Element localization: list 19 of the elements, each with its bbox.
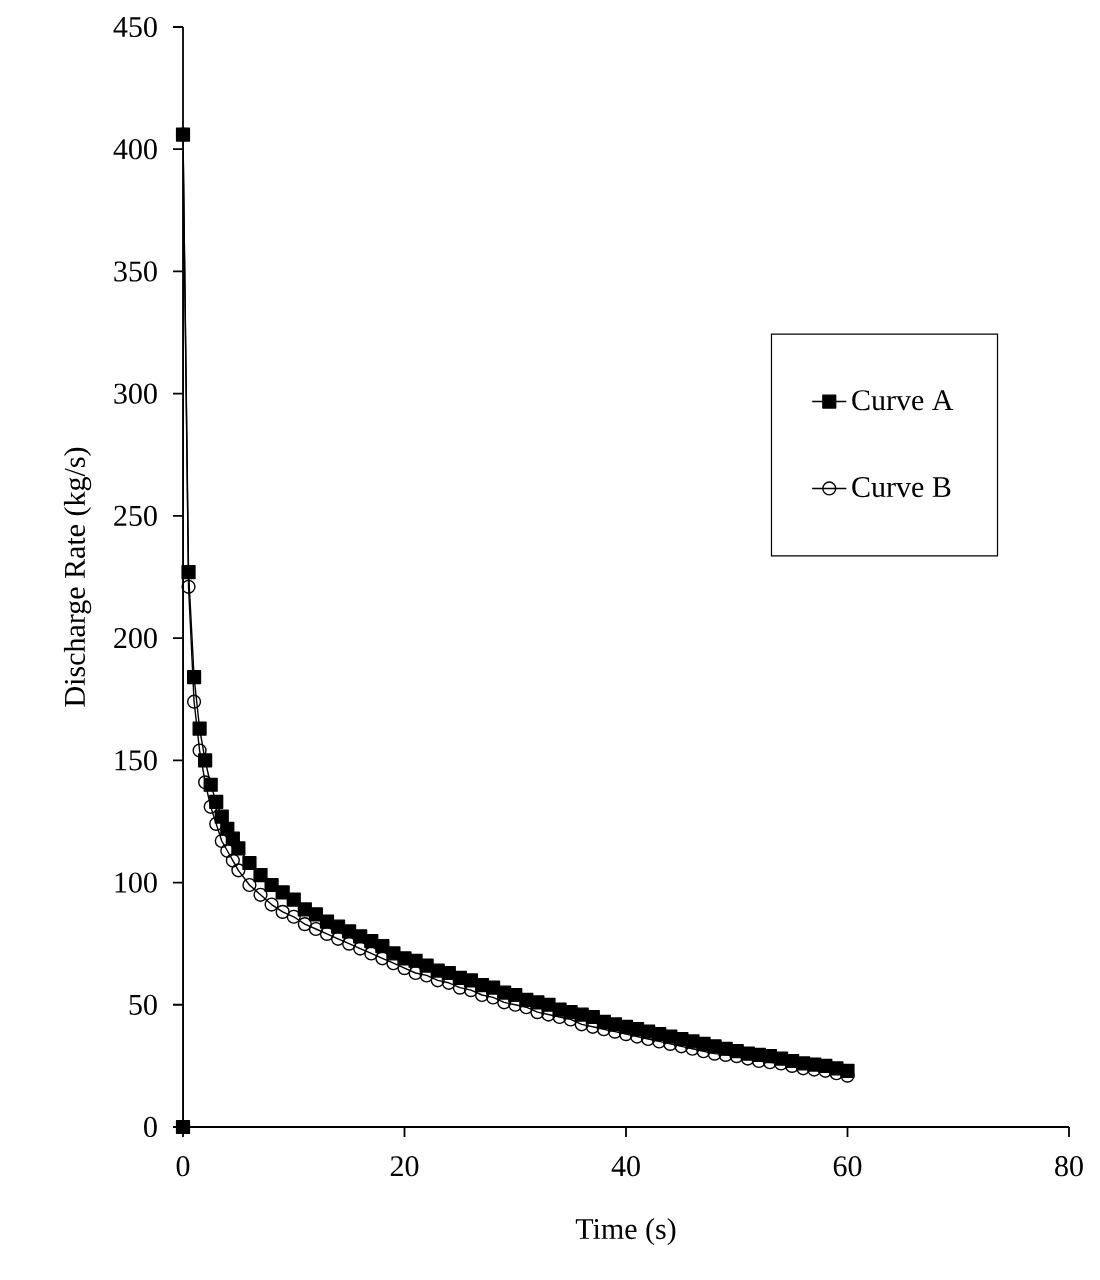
y-tick-label: 150 (115, 750, 157, 771)
y-axis-title: Discharge Rate (kg/s) (63, 447, 92, 707)
x-tick-label: 60 (833, 1156, 862, 1177)
y-tick-label: 400 (113, 139, 157, 160)
y-tick-label: 0 (144, 1116, 157, 1138)
legend-label: Curve A (852, 390, 954, 411)
y-tick-label: 450 (113, 16, 157, 38)
x-tick-label: 20 (390, 1156, 419, 1177)
y-tick-label: 50 (129, 994, 157, 1015)
y-tick-label: 200 (114, 627, 157, 649)
x-tick-label: 80 (1055, 1156, 1083, 1177)
x-axis-title: Time (s) (575, 1218, 676, 1246)
x-tick-label: 40 (611, 1156, 640, 1177)
y-tick-label: 350 (114, 261, 157, 282)
legend-label: Curve B (852, 477, 951, 498)
y-tick-label: 250 (114, 505, 157, 526)
x-tick-label: 0 (176, 1156, 190, 1177)
y-tick-label: 100 (115, 872, 157, 893)
y-tick-label: 300 (114, 383, 157, 404)
